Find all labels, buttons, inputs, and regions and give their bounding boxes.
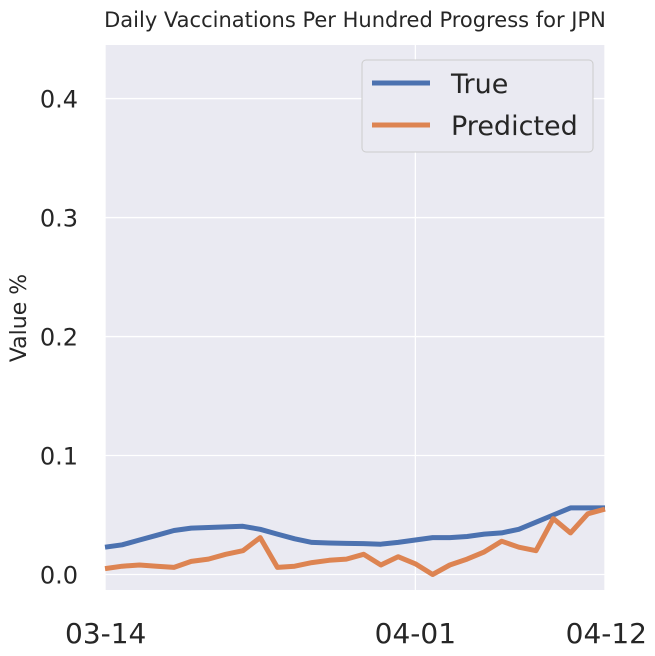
y-tick-label: 0.1 [40,443,78,471]
legend-label-predicted: Predicted [451,111,578,142]
y-tick-label: 0.0 [40,562,78,590]
y-tick-label: 0.2 [40,324,78,352]
x-tick-label: 04-12 [566,617,647,650]
legend: True Predicted [361,59,594,153]
y-axis-label: Value % [7,274,32,362]
grid-lines [104,45,606,590]
x-tick-label: 03-14 [65,617,146,650]
y-tick-label: 0.4 [40,86,78,114]
x-tick-labels: 03-14 04-01 04-12 [65,617,647,650]
y-tick-label: 0.3 [40,205,78,233]
x-tick-label: 04-01 [375,617,456,650]
y-tick-labels: 0.0 0.1 0.2 0.3 0.4 [40,86,78,590]
chart-title: Daily Vaccinations Per Hundred Progress … [104,8,606,32]
legend-label-true: True [450,69,508,100]
series-line-predicted [104,506,606,577]
series-lines [104,505,606,577]
series-line-true [104,505,605,550]
